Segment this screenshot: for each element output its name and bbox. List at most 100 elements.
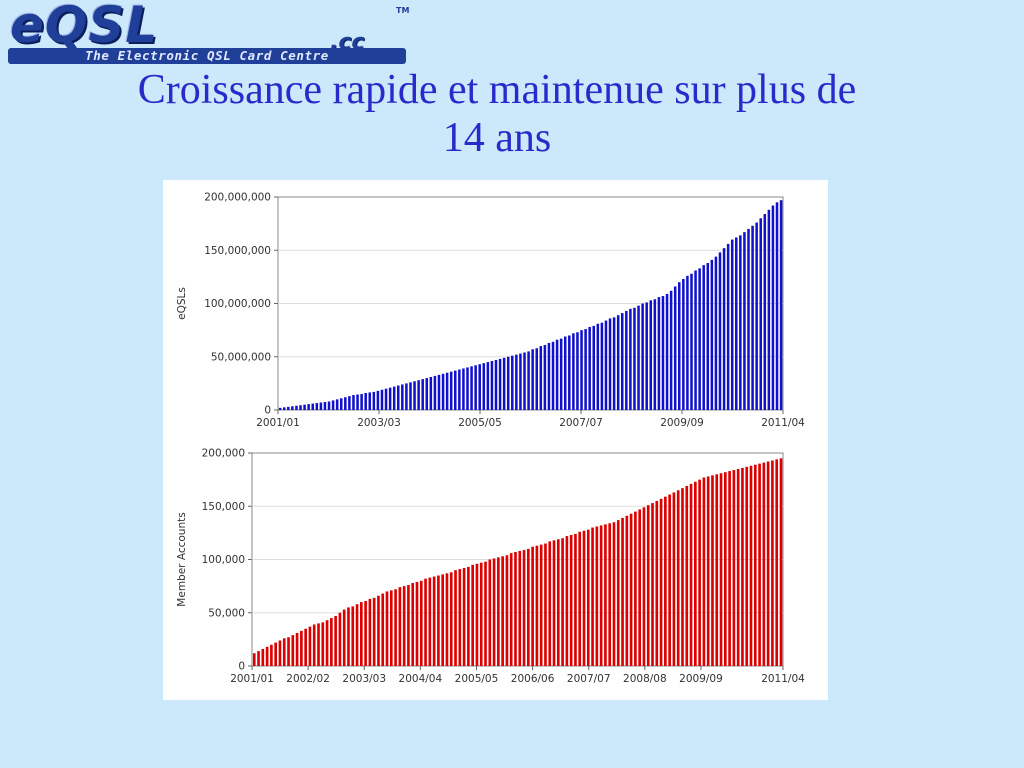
members-bar: [347, 607, 350, 667]
members-bar: [771, 460, 774, 666]
members-bar: [711, 475, 714, 666]
eqsl-bar: [726, 243, 730, 410]
slide-title-line2: 14 ans: [442, 115, 552, 161]
members-bar: [608, 523, 612, 666]
members-bar: [595, 526, 599, 667]
members-bar: [265, 646, 269, 666]
eqsl-bar: [498, 358, 502, 410]
eqsl-bar: [331, 400, 335, 410]
eqsl-bar: [425, 378, 429, 410]
eqsl-bar: [710, 259, 714, 410]
members-bar: [668, 494, 671, 666]
eqsl-bar: [335, 399, 339, 410]
members-bar: [646, 505, 650, 666]
members-bar: [616, 520, 620, 667]
members-bar: [642, 507, 646, 666]
members-bar: [312, 624, 316, 666]
members-bar: [364, 601, 367, 666]
eqsl-bar: [458, 369, 461, 410]
eqsl-bar: [405, 383, 408, 411]
members-bar: [599, 525, 603, 666]
members-bar: [531, 546, 534, 666]
eqsl-bar: [563, 336, 567, 410]
eqsl-bar: [735, 237, 738, 410]
members-y-tick-label: 200,000: [202, 448, 245, 460]
members-bar: [432, 576, 436, 666]
eqsl-bar: [730, 239, 734, 410]
eqsl-bar: [625, 310, 628, 410]
chart-panel: 0 50,000,000 100,000,000 150,000,000 200,000…: [163, 180, 828, 700]
eqsl-bar: [445, 372, 449, 410]
members-y-axis-title: Member Accounts: [176, 512, 188, 606]
eqsl-bar: [657, 297, 661, 410]
members-bar: [304, 628, 307, 666]
members-bar: [381, 593, 385, 666]
members-bar: [407, 585, 410, 666]
eqsl-bar: [743, 232, 746, 410]
eqsl-bar: [462, 368, 465, 411]
eqsl-bar: [474, 365, 477, 410]
eqsl-bar: [287, 406, 290, 410]
eqsl-y-axis-title: eQSLs: [176, 287, 188, 320]
eqsl-bar: [665, 293, 669, 410]
members-bar: [715, 474, 719, 666]
eqsl-bar: [278, 407, 282, 410]
members-bar: [741, 467, 744, 666]
members-bar: [488, 559, 492, 666]
eqsl-bar: [678, 282, 681, 410]
members-bar: [351, 606, 355, 666]
members-bar: [484, 561, 487, 666]
eqsl-bar: [588, 326, 591, 410]
eqsl-bar: [592, 325, 595, 411]
members-bar: [527, 548, 530, 666]
members-bar: [612, 522, 616, 667]
eqsl-bar: [441, 373, 445, 410]
members-bar: [651, 503, 654, 666]
eqsl-bar: [572, 333, 575, 410]
eqsl-bar: [515, 354, 518, 410]
members-bar: [578, 531, 582, 666]
members-bar: [702, 477, 706, 666]
members-bar: [355, 604, 359, 666]
eqsl-x-tick-label: 2009/09: [660, 417, 704, 429]
eqsl-bar: [568, 335, 571, 410]
members-bar: [544, 543, 547, 666]
members-bar: [762, 462, 766, 666]
eqsl-x-tick-label: 2007/07: [559, 417, 603, 429]
members-bar: [698, 479, 701, 667]
eqsl-bar: [384, 388, 388, 410]
members-bar: [479, 562, 483, 666]
members-bar: [325, 620, 329, 666]
eqsl-x-tick-label: 2001/01: [256, 417, 300, 429]
eqsl-bar: [307, 404, 310, 410]
members-bar: [385, 591, 389, 666]
members-y-tick-label: 50,000: [208, 607, 245, 619]
members-bar: [372, 597, 376, 666]
members-bar: [766, 461, 770, 666]
members-bar: [449, 572, 453, 666]
eqsl-bar: [653, 299, 657, 410]
members-bar: [569, 535, 573, 666]
eqsl-bar: [531, 349, 534, 410]
eqsl-bar: [323, 402, 327, 410]
eqsl-bar: [527, 351, 530, 411]
eqsl-bar: [608, 318, 612, 410]
eqsl-bar: [629, 308, 632, 410]
eqsl-bar: [584, 329, 587, 410]
members-bar: [377, 595, 380, 666]
members-bar: [321, 622, 325, 666]
members-bar: [368, 598, 372, 666]
eqsl-bar: [388, 387, 392, 410]
members-bar: [552, 540, 556, 666]
members-bar: [454, 570, 457, 666]
eqsl-bar: [547, 342, 551, 410]
eqsl-bar: [559, 338, 563, 410]
members-bar: [753, 464, 757, 666]
eqsl-bar: [523, 352, 526, 410]
members-bar: [402, 586, 406, 667]
eqsl-bar: [763, 214, 767, 410]
eqsl-bar: [295, 405, 298, 410]
eqsl-bar: [596, 323, 600, 411]
members-bar: [694, 481, 697, 666]
eqsl-bar: [645, 302, 648, 410]
